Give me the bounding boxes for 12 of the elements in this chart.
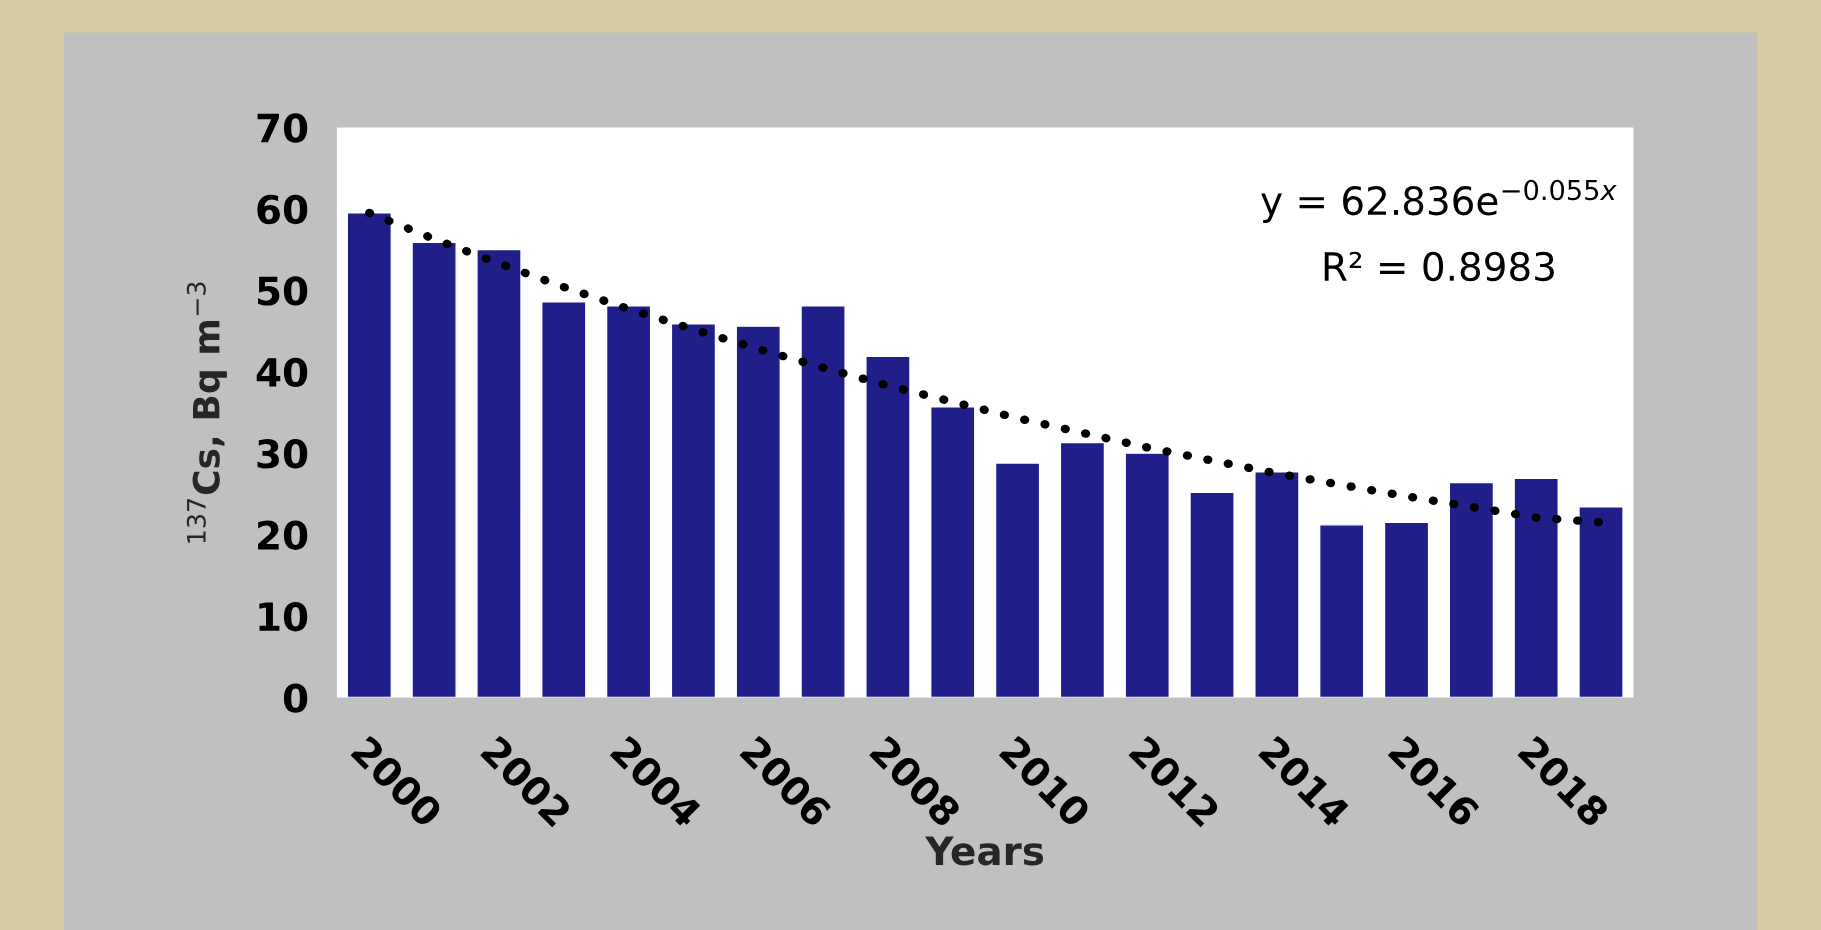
annotation: R² = 0.8983 xyxy=(1324,251,1554,282)
y-tick-label: 20 xyxy=(258,520,308,550)
annotation: y = 62.836e$^{−0.055x}$ xyxy=(1261,179,1617,223)
y-tick-label: 0 xyxy=(283,683,308,713)
y-tick-label: 30 xyxy=(257,439,308,469)
y-tick-label: 50 xyxy=(257,276,308,306)
y-tick-label: 60 xyxy=(257,194,308,225)
y-tick-label: 10 xyxy=(259,601,308,632)
y-tick-label: 40 xyxy=(256,357,308,388)
x-axis-title: Years xyxy=(925,836,1044,866)
y-tick-label: 70 xyxy=(257,113,308,143)
y-axis-title: $^{137}$Cs, Bq m$^{−3}$ xyxy=(186,282,227,543)
